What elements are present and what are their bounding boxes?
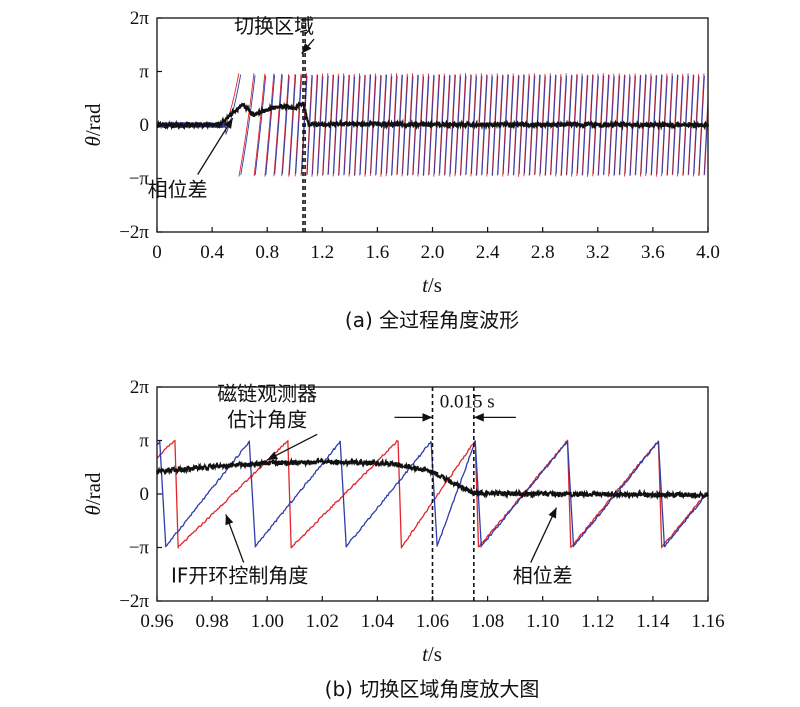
chart-a-series-phase-difference <box>156 101 709 131</box>
b-xtick-label: 1.10 <box>526 611 559 632</box>
b-xtick-label: 1.08 <box>471 611 504 632</box>
chart-b-annotation-arrowhead <box>225 514 234 526</box>
chart-b-xlabel: t/s <box>422 642 442 666</box>
chart-b-annotation-arrowhead <box>267 451 279 460</box>
b-xtick-label: 1.06 <box>416 611 449 632</box>
chart-b-annotation-label: 估计角度 <box>227 407 307 431</box>
a-ytick-label: −2π <box>119 222 149 243</box>
chart-a-annotation-arrowhead <box>301 43 312 54</box>
a-xtick-label: 2.4 <box>476 242 500 263</box>
b-ytick-label: π <box>139 431 149 452</box>
chart-b-annotation-arrowhead <box>548 507 557 519</box>
chart-b-series-flux-observer <box>157 439 708 549</box>
dimension-label: 0.015 s <box>440 391 495 412</box>
a-xtick-label: 4.0 <box>696 242 720 263</box>
chart-a-ylabel: θ/rad <box>81 103 105 146</box>
a-ytick-label: −π <box>129 169 150 190</box>
a-xtick-label: 0 <box>152 242 162 263</box>
chart-a-annotation-label: 切换区域 <box>234 14 314 38</box>
b-xtick-label: 0.96 <box>140 611 173 632</box>
b-xtick-label: 1.02 <box>306 611 339 632</box>
a-xtick-label: 1.2 <box>310 242 334 263</box>
chart-b-annotation-label: 磁链观测器 <box>217 381 317 405</box>
a-xtick-label: 0.8 <box>255 242 279 263</box>
b-ytick-label: −2π <box>119 591 149 612</box>
chart-b-caption: (b) 切换区域角度放大图 <box>325 677 540 701</box>
chart-b-dimension: 0.015 s <box>394 391 516 422</box>
a-xtick-label: 3.2 <box>586 242 610 263</box>
chart-a-plot-data <box>156 73 709 177</box>
a-xtick-label: 1.6 <box>366 242 390 263</box>
chart-b: 0.015 s 0.96 0.98 1.00 1.02 1.04 1.06 1.08 1.10… <box>81 377 725 701</box>
dimension-arrowhead-right <box>473 413 484 422</box>
a-ytick-label: 2π <box>130 8 150 29</box>
b-ytick-label: −π <box>129 538 150 559</box>
chart-b-x-ticks: 0.96 0.98 1.00 1.02 1.04 1.06 1.08 1.10 1.12 1.14… <box>140 596 725 632</box>
b-xtick-label: 0.98 <box>195 611 228 632</box>
b-xtick-label: 1.14 <box>636 611 670 632</box>
chart-b-switch-markers <box>431 387 475 601</box>
a-xtick-label: 2.0 <box>421 242 445 263</box>
b-ytick-label: 2π <box>130 377 150 398</box>
dimension-arrowhead-left <box>422 413 433 422</box>
chart-a-annotation-arrowhead <box>223 118 233 129</box>
b-xtick-label: 1.00 <box>251 611 284 632</box>
a-xtick-label: 0.4 <box>200 242 224 263</box>
b-xtick-label: 1.16 <box>691 611 724 632</box>
chart-a-annotation-label: 相位差 <box>148 178 208 202</box>
a-ytick-label: π <box>139 62 149 83</box>
a-xtick-label: 3.6 <box>641 242 665 263</box>
chart-b-annotation-arrow <box>530 507 558 563</box>
chart-a-x-ticks: 0 0.4 0.8 1.2 1.6 2.0 2.4 2.8 3.2 3.6 4.0 <box>152 227 720 263</box>
b-ytick-label: 0 <box>140 484 150 505</box>
chart-b-ylabel: θ/rad <box>81 472 105 515</box>
chart-a-caption: (a) 全过程角度波形 <box>345 308 519 332</box>
chart-b-y-ticks: 2π π 0 −π −2π <box>119 377 162 612</box>
chart-a-xlabel: t/s <box>422 273 442 297</box>
chart-a: 0 0.4 0.8 1.2 1.6 2.0 2.4 2.8 3.2 3.6 4.0 2π π 0 −π −2… <box>81 8 720 332</box>
b-xtick-label: 1.12 <box>581 611 614 632</box>
b-xtick-label: 1.04 <box>361 611 395 632</box>
chart-a-annotation-arrow <box>197 117 234 175</box>
chart-a-y-ticks: 2π π 0 −π −2π <box>119 8 162 243</box>
a-xtick-label: 2.8 <box>531 242 555 263</box>
chart-a-switch-markers <box>302 18 306 232</box>
a-ytick-label: 0 <box>140 115 150 136</box>
chart-b-annotation-label: 相位差 <box>513 564 573 588</box>
chart-b-annotation-label: IF开环控制角度 <box>171 564 308 588</box>
